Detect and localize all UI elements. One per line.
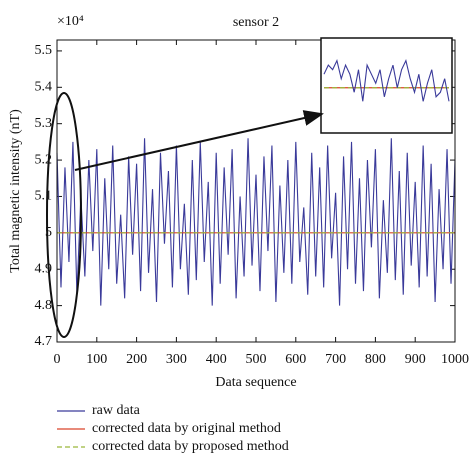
- legend-label: raw data: [92, 403, 141, 418]
- plot-frame: [56, 39, 456, 343]
- legend-label: corrected data by proposed method: [92, 439, 289, 454]
- y-tick-label: 4.7: [35, 334, 53, 349]
- inset-raw: [323, 58, 450, 102]
- y-tick-label: 5.3: [35, 116, 53, 131]
- x-tick-label: 600: [285, 352, 306, 367]
- y-tick-label: 5.5: [35, 43, 53, 58]
- x-tick-label: 300: [166, 352, 187, 367]
- y-tick-label: 5.4: [35, 80, 53, 95]
- x-tick-label: 700: [325, 352, 346, 367]
- y-multiplier: ×10⁴: [57, 14, 84, 29]
- legend-label: corrected data by original method: [92, 421, 281, 436]
- x-tick-label: 800: [365, 352, 386, 367]
- chart-title: sensor 2: [233, 15, 279, 30]
- y-axis-label: Total magnetic intensity (nT): [8, 109, 23, 273]
- x-tick-label: 1000: [441, 352, 469, 367]
- x-tick-label: 0: [54, 352, 61, 367]
- highlight-ellipse: [46, 92, 82, 338]
- x-axis-label: Data sequence: [215, 375, 296, 390]
- x-tick-label: 100: [86, 352, 107, 367]
- y-tick-label: 5: [45, 225, 52, 240]
- zoom-arrow: [74, 110, 324, 171]
- y-tick-label: 5.1: [35, 189, 53, 204]
- x-tick-label: 200: [126, 352, 147, 367]
- x-tick-label: 500: [246, 352, 267, 367]
- x-tick-label: 400: [206, 352, 227, 367]
- x-tick-label: 900: [405, 352, 426, 367]
- data-line: [56, 138, 456, 306]
- y-tick-label: 4.8: [35, 298, 53, 313]
